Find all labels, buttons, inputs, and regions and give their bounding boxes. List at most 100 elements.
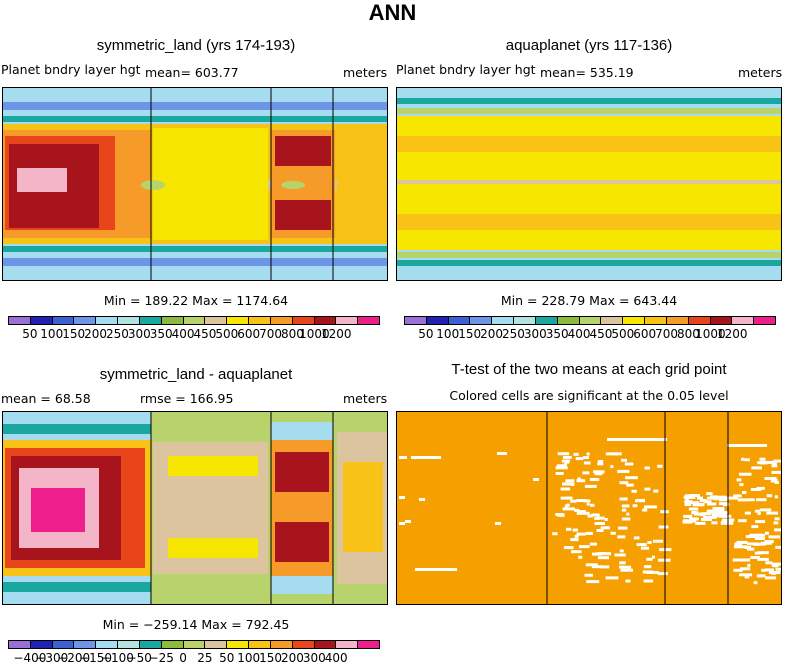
nonsignificant-cell (583, 461, 591, 465)
nonsignificant-cell (651, 555, 655, 559)
nonsignificant-cell (644, 466, 650, 470)
nonsignificant-cell (631, 489, 637, 493)
nonsignificant-cell (576, 511, 590, 515)
colorbar-tick-label: 300 (523, 327, 547, 341)
nonsignificant-cell (732, 558, 742, 562)
colorbar-tick-label: 25 (197, 651, 213, 665)
nonsignificant-cell (761, 460, 774, 464)
nonsignificant-cell (573, 452, 579, 456)
panel3-map (2, 411, 388, 605)
nonsignificant-cell (621, 565, 632, 569)
nonsignificant-cell (570, 499, 577, 503)
nonsignificant-cell (765, 561, 773, 565)
nonsignificant-cell (706, 492, 713, 496)
panel2-map (396, 87, 782, 281)
colorbar-swatch (139, 641, 162, 648)
nonsignificant-cell (773, 521, 779, 525)
nonsignificant-cell (625, 579, 631, 583)
nonsignificant-cell (653, 489, 659, 493)
colorbar-tick-label: −50 (126, 651, 152, 665)
colorbar-swatch (161, 641, 184, 648)
panel1-mean: mean= 603.77 (145, 65, 239, 80)
colorbar-tick-label: 250 (105, 327, 129, 341)
nonsignificant-cell (552, 532, 558, 536)
nonsignificant-cell (570, 483, 575, 486)
nonsignificant-cell (657, 572, 668, 576)
nonsignificant-cell (577, 477, 581, 481)
nonsignificant-cell (701, 518, 712, 521)
nonsignificant-cell (578, 555, 583, 559)
nonsignificant-cell (658, 558, 671, 562)
colorbar-swatch (9, 641, 31, 648)
nonsignificant-cell (733, 568, 743, 572)
nonsignificant-cell (737, 498, 748, 502)
nonsignificant-cell (600, 526, 610, 530)
nonsignificant-cell (636, 543, 647, 547)
nonsignificant-cell (610, 531, 616, 535)
nonsignificant-cell (774, 528, 781, 532)
nonsignificant-cell (586, 502, 590, 506)
nonsignificant-cell (709, 495, 718, 499)
colorbar-swatch (314, 317, 337, 324)
nonsignificant-cell (575, 457, 584, 461)
panel1-minmax: Min = 189.22 Max = 1174.64 (103, 293, 289, 308)
nonsignificant-cell (652, 539, 664, 543)
nonsignificant-cell (770, 479, 777, 483)
nonsignificant-cell (719, 502, 729, 506)
nonsignificant-cell (751, 466, 762, 470)
nonsignificant-cell (755, 520, 766, 524)
nonsignificant-cell (774, 517, 780, 521)
nonsignificant-cell (497, 452, 507, 455)
nonsignificant-cell (740, 558, 751, 562)
nonsignificant-cell (721, 520, 727, 524)
panel1-colorbar-labels: 50 100 150 200 250 300 350 400 450 500 600 700 800 10… (8, 327, 380, 343)
nonsignificant-cell (750, 488, 762, 491)
nonsignificant-cell (562, 507, 575, 511)
nonsignificant-cell (574, 508, 580, 512)
nonsignificant-cell (756, 498, 767, 502)
nonsignificant-cell (587, 514, 593, 518)
colorbar-swatch (292, 641, 315, 648)
colorbar-swatch (358, 317, 380, 324)
colorbar-swatch (30, 317, 53, 324)
nonsignificant-cell (759, 457, 766, 461)
nonsignificant-cell (555, 472, 564, 475)
colorbar-tick-label: 800 (281, 327, 304, 341)
colorbar-swatch (52, 641, 75, 648)
nonsignificant-cell (589, 478, 600, 481)
nonsignificant-cell (744, 458, 750, 462)
colorbar-swatch (754, 317, 776, 324)
colorbar-swatch (557, 317, 580, 324)
nonsignificant-cell (619, 497, 628, 501)
nonsignificant-cell (578, 510, 586, 514)
colorbar-swatch (426, 317, 449, 324)
nonsignificant-cell (564, 504, 569, 508)
nonsignificant-cell (744, 575, 750, 579)
nonsignificant-cell (586, 580, 600, 584)
panel4-map (396, 411, 782, 605)
nonsignificant-cell (556, 464, 567, 468)
colorbar-swatch (183, 317, 206, 324)
nonsignificant-cell (684, 515, 691, 518)
nonsignificant-cell (561, 459, 570, 463)
nonsignificant-cell (741, 457, 745, 461)
nonsignificant-cell (411, 456, 441, 459)
nonsignificant-cell (621, 504, 630, 508)
colorbar-swatch (336, 317, 359, 324)
nonsignificant-cell (720, 521, 734, 525)
nonsignificant-cell (698, 503, 703, 507)
nonsignificant-cell (594, 522, 605, 525)
nonsignificant-cell (771, 563, 779, 567)
nonsignificant-cell (771, 470, 781, 474)
nonsignificant-cell (562, 482, 575, 486)
colorbar-tick-label: −200 (57, 651, 91, 665)
colorbar-swatch (623, 317, 646, 324)
nonsignificant-cell (632, 504, 638, 508)
colorbar-swatch (30, 641, 53, 648)
nonsignificant-cell (736, 540, 748, 544)
nonsignificant-cell (585, 531, 593, 535)
panel4-subtitle: Colored cells are significant at the 0.0… (449, 388, 729, 403)
nonsignificant-cell (703, 515, 715, 519)
colorbar-tick-label: 1000 (695, 327, 726, 341)
colorbar-swatch (710, 317, 733, 324)
